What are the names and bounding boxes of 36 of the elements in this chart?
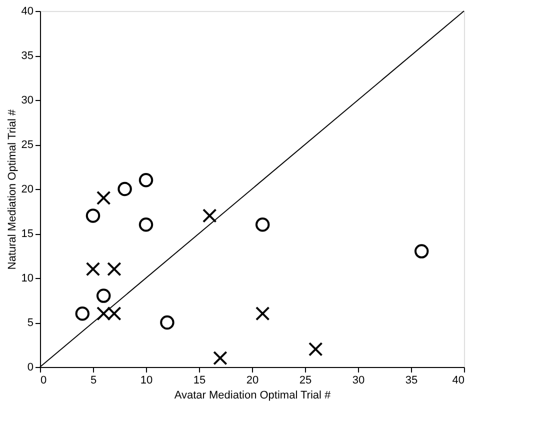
y-tick-label: 25 bbox=[21, 139, 34, 151]
point bbox=[202, 208, 217, 223]
point bbox=[138, 217, 154, 232]
point bbox=[160, 315, 174, 330]
x-tick-label: 10 bbox=[140, 374, 153, 386]
point bbox=[414, 244, 429, 258]
y-axis-title: Natural Mediation Optimal Trial # bbox=[6, 108, 18, 270]
y-tick-label: 5 bbox=[27, 317, 34, 329]
point bbox=[308, 342, 323, 356]
point bbox=[86, 208, 100, 223]
y-tick-label: 0 bbox=[27, 362, 34, 374]
y-tick-label: 35 bbox=[21, 50, 34, 62]
point bbox=[213, 350, 228, 366]
x-tick-label: 30 bbox=[352, 374, 365, 386]
point bbox=[107, 262, 122, 276]
point bbox=[255, 306, 270, 321]
point bbox=[96, 190, 111, 206]
x-tick-label: 15 bbox=[193, 374, 206, 386]
y-tick-label: 15 bbox=[21, 228, 34, 240]
x-tick-label: 5 bbox=[90, 374, 97, 386]
y-tick-label: 20 bbox=[21, 184, 34, 196]
y-tick-label: 10 bbox=[21, 272, 34, 284]
point bbox=[75, 306, 90, 321]
x-tick-label: 40 bbox=[452, 374, 464, 386]
y-tick-label: 40 bbox=[21, 6, 34, 18]
point bbox=[86, 262, 100, 276]
x-axis-title: Avatar Mediation Optimal Trial # bbox=[174, 390, 332, 402]
point bbox=[118, 182, 132, 196]
point bbox=[138, 172, 154, 188]
x-tick-label: 25 bbox=[299, 374, 312, 386]
x-tick-label: 35 bbox=[405, 374, 418, 386]
y-tick-label: 30 bbox=[21, 94, 34, 106]
point bbox=[96, 288, 111, 303]
x-tick-label: 20 bbox=[246, 374, 259, 386]
x-tick-label: 0 bbox=[40, 374, 47, 386]
point bbox=[255, 217, 270, 232]
